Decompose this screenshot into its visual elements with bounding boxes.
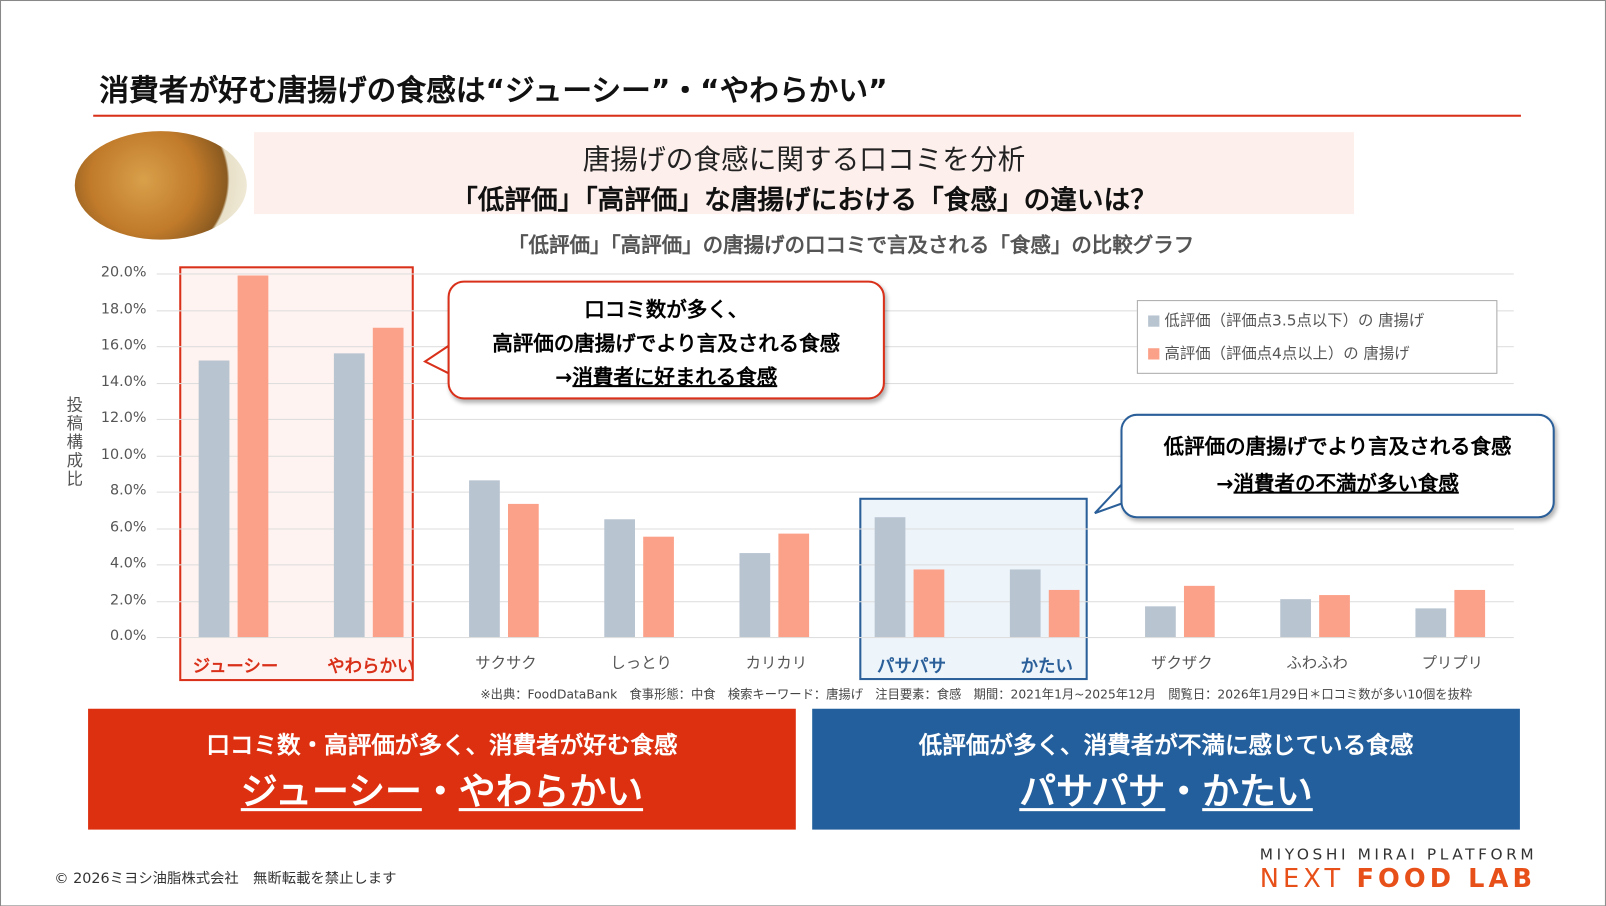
header-box: 唐揚げの食感に関する口コミを分析 「低評価」「高評価」な唐揚げにおける「食感」の… — [254, 132, 1354, 217]
legend-label: 低評価（評価点3.5点以下）の 唐揚げ — [1164, 311, 1425, 330]
callout-text: 低評価の唐揚げでより言及される食感 — [1163, 434, 1512, 459]
gridline — [156, 637, 1514, 639]
negative-callout: 低評価の唐揚げでより言及される食感 →消費者の不満が多い食感 — [1120, 413, 1555, 519]
bar-high — [1454, 589, 1486, 638]
summary-text: 口コミ数・高評価が多く、消費者が好む食感 — [206, 732, 678, 759]
bar-high — [237, 275, 269, 638]
bar-high — [778, 533, 810, 638]
legend: 低評価（評価点3.5点以下）の 唐揚げ 高評価（評価点4点以上）の 唐揚げ — [1136, 300, 1498, 374]
callout-tail — [423, 344, 451, 375]
x-tick-label: ジューシー — [192, 656, 279, 677]
copyright: © 2026ミヨシ油脂株式会社 無断転載を禁止します — [54, 870, 397, 887]
bar-high — [372, 328, 404, 638]
logo-next: NEXT — [1259, 863, 1345, 894]
legend-item-low: 低評価（評価点3.5点以下）の 唐揚げ — [1148, 307, 1496, 334]
karaage-photo — [74, 131, 247, 240]
summary-word: かたい — [1202, 771, 1313, 814]
callout-text: 口コミ数が多く、 — [584, 297, 749, 322]
bar-low — [1145, 606, 1176, 638]
callout-text: 消費者の不満が多い食感 — [1233, 471, 1459, 496]
bar-low — [198, 360, 230, 638]
bar-low — [333, 353, 365, 638]
y-tick-label: 20.0% — [100, 264, 147, 281]
separator: ・ — [421, 771, 459, 814]
source-note: ※出典：FoodDataBank 食事形態：中食 検索キーワード：唐揚げ 注目要… — [480, 687, 1473, 702]
x-tick-label: サクサク — [475, 653, 537, 672]
bar-low — [1009, 569, 1041, 638]
gridline — [156, 564, 1514, 566]
chart-title: 「低評価」「高評価」の唐揚げの口コミで言及される「食感」の比較グラフ — [508, 232, 1195, 258]
callout-text: 高評価の唐揚げでより言及される食感 — [492, 330, 841, 356]
bar-high — [1183, 586, 1215, 638]
gridline — [156, 527, 1514, 529]
gridline — [156, 600, 1514, 602]
y-tick-label: 0.0% — [110, 627, 147, 645]
y-tick-label: 14.0% — [100, 373, 147, 390]
x-tick-label: プリプリ — [1421, 653, 1484, 672]
arrow-text: → — [1216, 471, 1234, 496]
y-axis-label: 投稿構成比 — [66, 395, 83, 489]
y-tick-label: 8.0% — [110, 482, 147, 499]
summary-negative: 低評価が多く、消費者が不満に感じている食感 パサパサ・かたい — [812, 708, 1520, 830]
bar-low — [1415, 607, 1447, 638]
y-tick-label: 16.0% — [100, 336, 147, 354]
y-tick-label: 10.0% — [100, 446, 147, 463]
title-divider — [93, 114, 1521, 117]
arrow-text: → — [555, 364, 573, 390]
separator: ・ — [1165, 771, 1203, 814]
x-tick-label: かたい — [1020, 656, 1073, 677]
logo-lab: NEXT FOOD LAB — [1260, 863, 1536, 893]
bar-high — [643, 537, 674, 638]
x-tick-label: やわらかい — [327, 656, 415, 677]
legend-swatch — [1148, 315, 1160, 327]
legend-swatch — [1148, 348, 1160, 360]
legend-item-high: 高評価（評価点4点以上）の 唐揚げ — [1148, 340, 1496, 367]
legend-label: 高評価（評価点4点以上）の 唐揚げ — [1164, 344, 1410, 363]
bar-low — [1280, 598, 1311, 638]
y-tick-label: 18.0% — [100, 300, 147, 317]
gridline — [156, 273, 1514, 275]
bar-low — [469, 480, 500, 638]
header-line1: 唐揚げの食感に関する口コミを分析 — [582, 144, 1026, 177]
y-tick-label: 2.0% — [110, 591, 147, 608]
callout-tail — [1094, 481, 1125, 515]
gridline — [156, 455, 1514, 457]
y-tick-label: 6.0% — [110, 518, 147, 536]
positive-callout: 口コミ数が多く、 高評価の唐揚げでより言及される食感 →消費者に好まれる食感 — [447, 280, 885, 400]
summary-positive: 口コミ数・高評価が多く、消費者が好む食感 ジューシー・やわらかい — [88, 708, 796, 830]
summary-word: やわらかい — [458, 771, 644, 814]
y-tick-label: 12.0% — [100, 409, 147, 427]
gridline — [156, 418, 1514, 420]
gridline — [156, 491, 1514, 493]
summary-text: 低評価が多く、消費者が不満に感じている食感 — [918, 732, 1414, 759]
bar-high — [1319, 595, 1350, 638]
bar-low — [739, 553, 771, 638]
x-tick-label: ふわふわ — [1286, 653, 1348, 672]
logo-food: FOOD LAB — [1356, 863, 1537, 894]
slide-title: 消費者が好む唐揚げの食感は“ジューシー”・“やわらかい” — [99, 72, 888, 108]
logo-platform: MIYOSHI MIRAI PLATFORM — [1259, 844, 1538, 864]
bar-high — [508, 504, 539, 638]
header-line2: 「低評価」「高評価」な唐揚げにおける「食感」の違いは？ — [451, 185, 1157, 217]
y-tick-label: 4.0% — [110, 555, 147, 572]
summary-word: ジューシー — [240, 771, 422, 814]
bar-high — [1048, 589, 1080, 638]
x-tick-label: パサパサ — [877, 656, 947, 677]
x-tick-label: カリカリ — [745, 653, 808, 672]
x-tick-label: しっとり — [610, 653, 672, 672]
summary-word: パサパサ — [1019, 771, 1166, 814]
x-tick-label: ザクザク — [1151, 653, 1213, 672]
bar-low — [604, 518, 636, 638]
bar-high — [913, 569, 945, 638]
bar-low — [874, 517, 906, 638]
callout-text: 消費者に好まれる食感 — [572, 364, 778, 390]
